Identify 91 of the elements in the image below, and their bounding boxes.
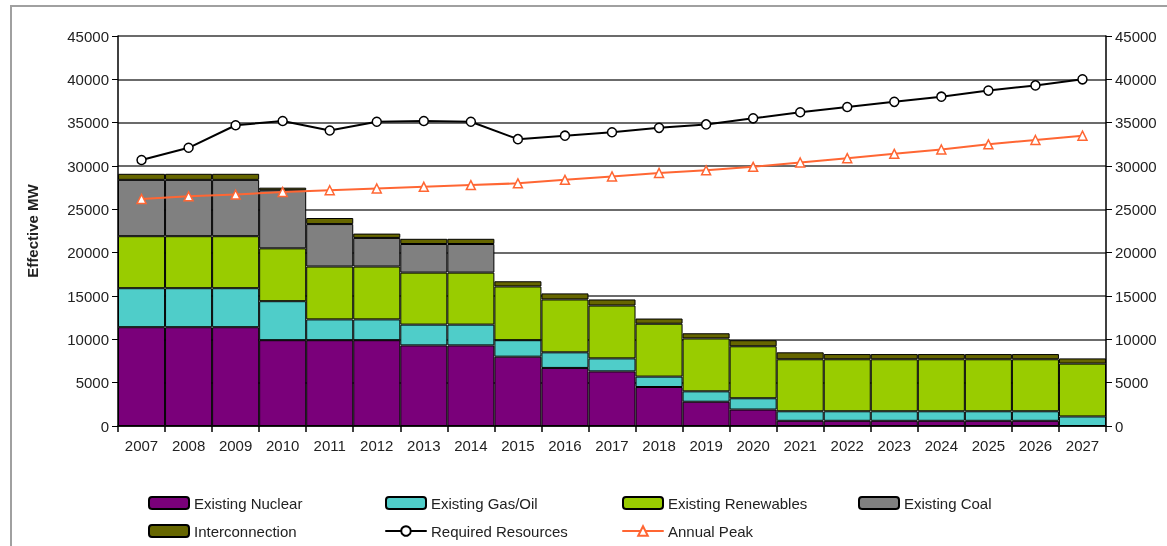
point (371, 183, 383, 194)
point (418, 181, 430, 193)
legend-label: Existing Gas/Oil (431, 494, 538, 512)
point (747, 161, 759, 173)
x-tick-label: 2015 (501, 437, 535, 454)
point (465, 116, 477, 128)
x-tick-label: 2009 (218, 437, 253, 454)
point (559, 130, 571, 141)
y2-tick-label: 25000 (1115, 200, 1157, 218)
legend-label: Annual Peak (668, 522, 754, 540)
point (418, 115, 430, 127)
y-tick-label: 35000 (67, 114, 109, 132)
y-tick-label: 5000 (75, 374, 109, 392)
y-tick-label: 30000 (67, 157, 109, 175)
y-tick-label: 20000 (67, 244, 109, 262)
point (653, 122, 665, 134)
point (465, 179, 477, 191)
legend-label: Required Resources (431, 522, 568, 540)
x-tick-label: 2008 (171, 437, 206, 454)
y-tick-label: 10000 (67, 330, 109, 348)
x-tick-label: 2012 (360, 437, 394, 454)
y2-tick-label: 45000 (1115, 27, 1157, 45)
point (136, 193, 147, 205)
y2-tick-label: 30000 (1115, 157, 1157, 175)
y2-tick-label: 0 (1115, 417, 1124, 435)
y-tick-label: 40000 (67, 70, 109, 88)
point (277, 186, 288, 198)
x-tick-label: 2010 (265, 437, 300, 454)
x-tick-label: 2013 (407, 437, 441, 454)
point (1030, 80, 1041, 91)
point (277, 115, 288, 127)
x-tick-label: 2027 (1065, 437, 1100, 454)
x-tick-label: 2021 (783, 437, 817, 454)
y2-tick-label: 5000 (1115, 374, 1149, 392)
point (794, 107, 806, 118)
x-tick-label: 2020 (736, 437, 770, 454)
point (747, 113, 759, 124)
x-tick-label: 2014 (454, 437, 488, 454)
legend-label: Existing Nuclear (194, 494, 303, 512)
point (1077, 74, 1088, 85)
x-tick-label: 2022 (830, 437, 864, 454)
point (559, 174, 571, 186)
y2-tick-label: 10000 (1115, 330, 1157, 348)
legend-label: Interconnection (194, 522, 297, 540)
y2-tick-label: 15000 (1115, 287, 1157, 305)
y-axis-title: Effective MW (24, 183, 41, 278)
point (936, 91, 947, 102)
x-tick-label: 2007 (124, 437, 159, 454)
x-tick-label: 2024 (924, 437, 959, 454)
x-tick-label: 2016 (548, 437, 582, 454)
point (324, 125, 335, 136)
x-tick-label: 2025 (971, 437, 1006, 454)
point (842, 101, 853, 113)
x-tick-label: 2026 (1018, 437, 1053, 454)
point (136, 154, 147, 166)
point (653, 167, 665, 179)
point (1077, 130, 1088, 141)
y2-tick-label: 40000 (1115, 70, 1157, 88)
point (983, 85, 994, 96)
point (1030, 134, 1041, 146)
point (324, 185, 335, 196)
y-tick-label: 45000 (67, 27, 109, 45)
x-tick-label: 2017 (595, 437, 629, 454)
point (983, 139, 994, 150)
point (371, 116, 383, 128)
y-tick-label: 15000 (67, 287, 109, 305)
point (700, 119, 712, 130)
point (230, 189, 241, 200)
point (794, 157, 806, 168)
point (183, 142, 194, 154)
point (889, 148, 900, 160)
point (512, 133, 524, 145)
x-tick-label: 2011 (313, 437, 346, 454)
point (230, 120, 241, 131)
point (700, 165, 712, 176)
legend-label: Existing Renewables (668, 494, 808, 512)
x-tick-label: 2018 (642, 437, 676, 454)
point (606, 126, 618, 138)
legend-label: Existing Coal (904, 494, 992, 512)
point (889, 96, 900, 108)
point (183, 191, 194, 202)
x-tick-label: 2023 (877, 437, 911, 454)
y-tick-label: 25000 (67, 200, 109, 218)
y2-tick-label: 35000 (1115, 114, 1157, 132)
y-tick-label: 0 (100, 417, 109, 435)
x-tick-label: 2019 (689, 437, 723, 454)
point (841, 152, 853, 164)
point (606, 171, 618, 182)
point (936, 144, 947, 155)
point (512, 178, 524, 189)
y2-tick-label: 20000 (1115, 244, 1157, 262)
